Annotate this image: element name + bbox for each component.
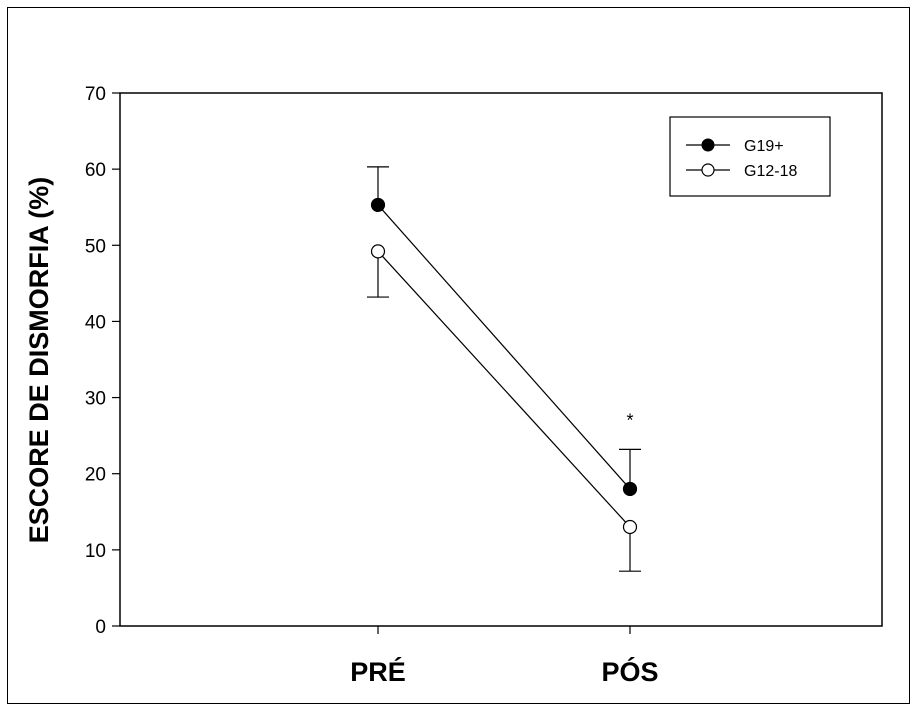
y-tick-label: 70 [85, 84, 106, 105]
legend-marker-g19 [701, 138, 715, 152]
y-tick-label: 10 [85, 541, 106, 562]
data-point-open [622, 519, 638, 535]
y-axis-title: ESCORE DE DISMORFIA (%) [24, 177, 54, 544]
x-category-label: PÓS [601, 656, 658, 687]
legend-marker-g12 [701, 163, 715, 177]
x-category-label: PRÉ [350, 656, 406, 687]
x-axis: PRÉ PÓS [350, 626, 659, 687]
data-markers [370, 197, 638, 535]
y-tick-label: 30 [85, 389, 106, 410]
series-line [381, 209, 627, 485]
y-tick-label: 50 [85, 236, 106, 257]
series-line [381, 255, 627, 523]
y-tick-label: 20 [85, 465, 106, 486]
legend-label-g19: G19+ [744, 138, 784, 155]
y-tick-label: 0 [95, 617, 106, 638]
legend-box [669, 116, 831, 197]
error-bars [367, 166, 641, 572]
plot-area [119, 92, 883, 627]
legend-label-g12: G12-18 [744, 163, 797, 180]
annotations: * [626, 410, 633, 430]
legend: G19+ G12-18 [669, 116, 831, 197]
data-point-filled [622, 481, 638, 497]
data-point-open [370, 244, 386, 259]
significance-marker: * [626, 410, 633, 430]
y-tick-label: 60 [85, 160, 106, 181]
y-tick-label: 40 [85, 312, 106, 333]
y-axis: 0 10 20 30 40 50 60 70 [85, 84, 120, 638]
series-lines [381, 209, 627, 523]
data-point-filled [370, 197, 386, 213]
